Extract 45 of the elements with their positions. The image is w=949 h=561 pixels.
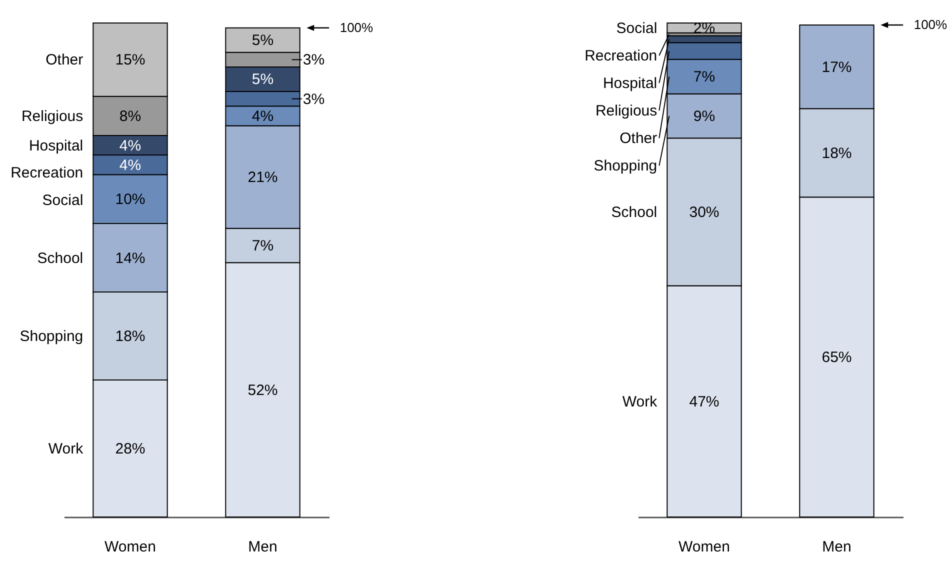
data-label: 4% <box>252 108 274 125</box>
x-tick-label: Men <box>248 538 278 556</box>
data-label: 3% <box>302 52 325 69</box>
data-label: 8% <box>119 108 142 125</box>
series-label: School <box>611 204 658 221</box>
x-tick-label: Men <box>822 538 852 556</box>
data-label: 47% <box>689 393 720 410</box>
data-label: 4% <box>119 156 142 174</box>
series-label: Work <box>622 393 658 410</box>
data-label: 18% <box>822 144 852 162</box>
data-label: 14% <box>115 250 146 267</box>
data-label: 5% <box>252 71 274 88</box>
series-label: Recreation <box>584 47 658 64</box>
data-label: 9% <box>693 108 716 125</box>
series-label: Religious <box>21 108 84 125</box>
data-label: 5% <box>252 32 274 50</box>
series-label: Social <box>42 192 84 210</box>
series-label: Shopping <box>20 328 84 346</box>
series-label: Other <box>46 52 84 69</box>
text: Religious <box>595 102 658 120</box>
data-label: 28% <box>115 440 146 458</box>
series-label: Work <box>48 440 84 458</box>
data-label: 10% <box>115 191 146 208</box>
data-label: 18% <box>115 328 146 346</box>
data-label: 7% <box>693 68 716 86</box>
text: 100% <box>914 16 948 32</box>
text: Other <box>620 130 658 148</box>
data-label: 52% <box>248 382 278 399</box>
series-label: School <box>37 250 84 267</box>
data-label: 4% <box>119 137 142 154</box>
text: 100% <box>340 20 374 35</box>
data-label: 3% <box>302 90 325 108</box>
data-label: 21% <box>248 169 278 186</box>
data-label: 15% <box>115 52 146 69</box>
series-label: Hospital <box>28 137 84 154</box>
x-tick-label: Women <box>104 538 156 556</box>
series-label: Social <box>616 20 658 37</box>
series-label: Recreation <box>10 164 84 182</box>
text: Hospital <box>602 75 658 92</box>
data-label: 65% <box>822 349 852 366</box>
data-label: 30% <box>689 204 720 221</box>
data-label: 7% <box>252 238 274 255</box>
data-label: 17% <box>822 58 852 76</box>
series-label: Shopping <box>594 158 658 175</box>
x-tick-label: Women <box>678 538 730 556</box>
